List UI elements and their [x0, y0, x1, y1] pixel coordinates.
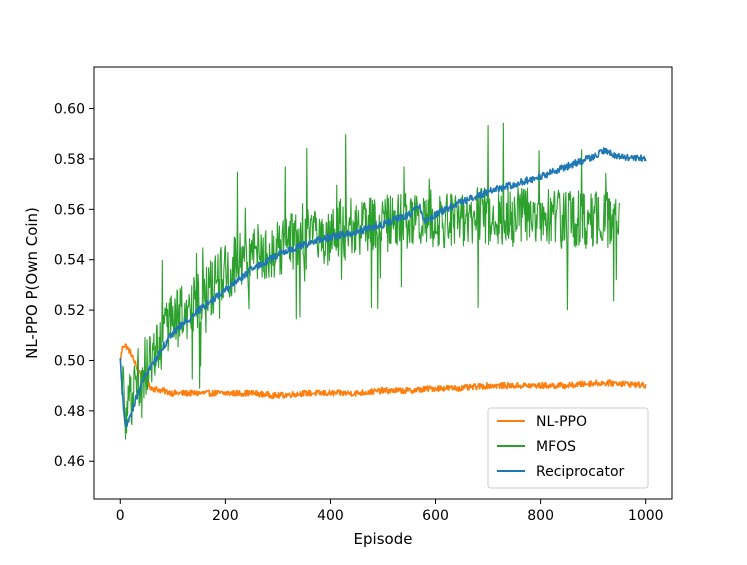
legend-label: NL-PPO	[536, 414, 587, 430]
y-tick-label: 0.56	[54, 202, 85, 218]
series-line-nl-ppo	[120, 343, 647, 400]
legend-label: Reciprocator	[536, 464, 625, 480]
x-tick-label: 400	[317, 508, 344, 524]
y-axis-ticks: 0.46 0.48 0.50 0.52 0.54 0.56 0.58 0.60	[54, 102, 94, 470]
x-tick-label: 0	[116, 508, 125, 524]
plot-frame	[93, 66, 673, 500]
y-tick-label: 0.46	[54, 454, 85, 470]
series-line-mfos	[119, 122, 620, 440]
series-line-reciprocator	[119, 147, 647, 428]
y-tick-label: 0.58	[54, 152, 85, 168]
x-tick-label: 600	[422, 508, 449, 524]
x-tick-label: 800	[527, 508, 554, 524]
series-layer	[119, 122, 647, 440]
y-tick-label: 0.48	[54, 404, 85, 420]
y-tick-label: 0.50	[54, 353, 85, 369]
y-tick-label: 0.54	[54, 253, 85, 269]
y-tick-label: 0.60	[54, 102, 85, 118]
y-tick-label: 0.52	[54, 303, 85, 319]
x-tick-label: 200	[212, 508, 239, 524]
x-axis-ticks: 0 200 400 600 800 1000	[116, 499, 664, 524]
legend: NL-PPO MFOS Reciprocator	[487, 407, 649, 489]
y-axis-label: NL-PPO P(Own Coin)	[23, 207, 41, 359]
legend-items: NL-PPO MFOS Reciprocator	[497, 414, 625, 480]
legend-box	[487, 407, 649, 489]
legend-label: MFOS	[536, 439, 576, 455]
x-tick-label: 1000	[628, 508, 664, 524]
x-axis-label: Episode	[354, 530, 413, 548]
